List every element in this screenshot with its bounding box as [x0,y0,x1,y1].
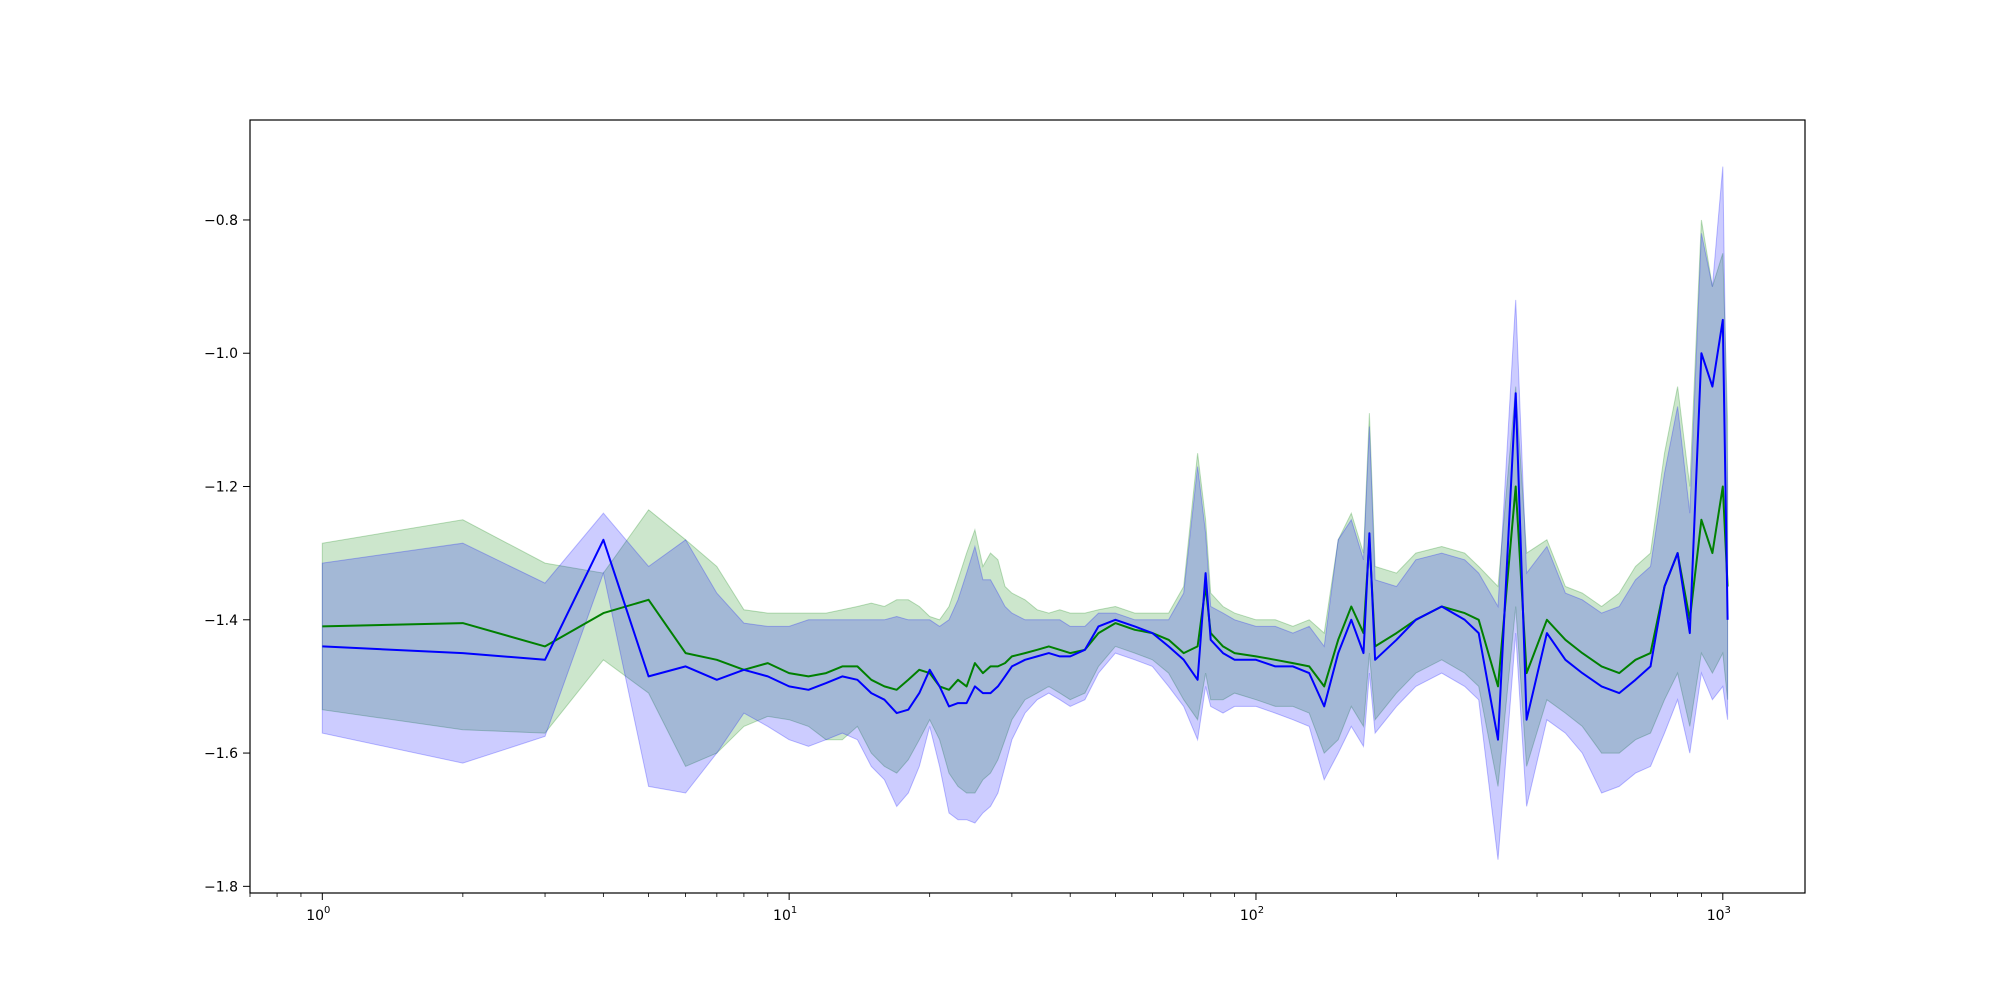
plot-frame [249,119,1806,894]
x-tick-exponent: 2 [1258,905,1264,916]
series-lines [322,318,1729,741]
y-axis: −0.8 −1.0 −1.2 −1.4 −1.6 −1.8 [204,213,250,895]
y-tick-label: −1.4 [204,613,238,629]
y-tick-label: −1.8 [204,879,238,895]
x-tick-exponent: 3 [1725,905,1731,916]
line-series-2 [322,318,1729,741]
band-series-2 [321,166,1729,860]
band-series-1 [321,219,1729,794]
x-tick-exponent: 1 [791,905,797,916]
confidence-bands [321,166,1729,860]
y-tick-label: −1.0 [204,346,238,362]
x-tick-exponent: 0 [324,905,330,916]
y-tick-label: −1.6 [204,746,238,762]
y-tick-label: −1.2 [204,480,238,496]
y-tick-label: −0.8 [204,213,238,229]
